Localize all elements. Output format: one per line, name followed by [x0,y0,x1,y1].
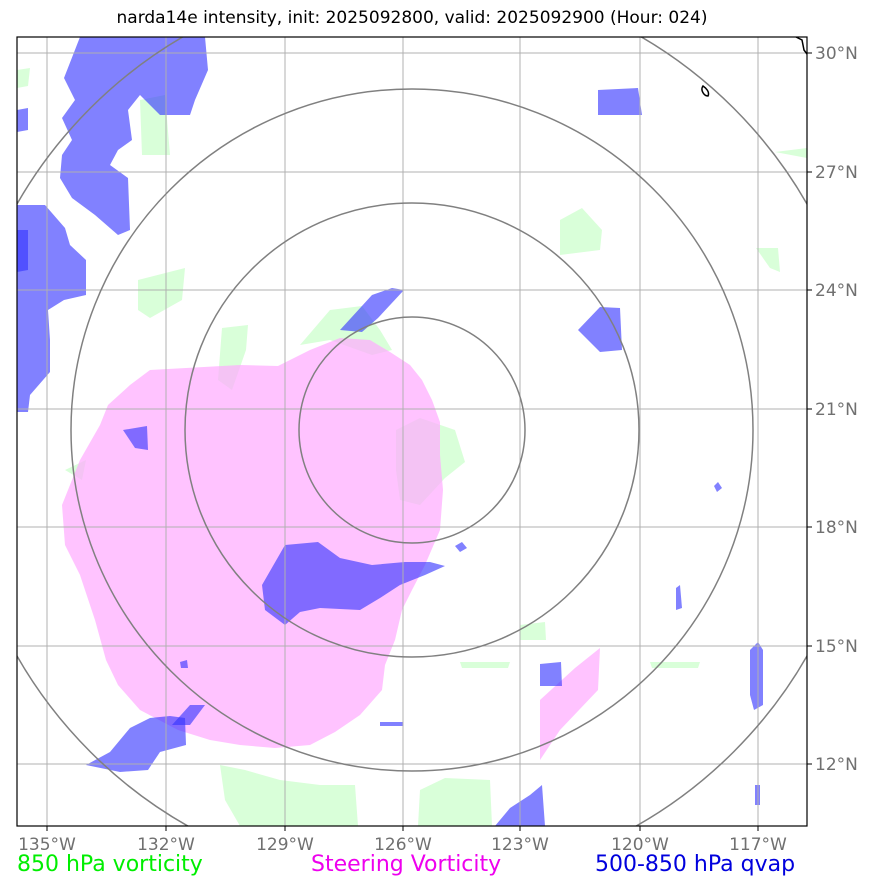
steering-vorticity-region [62,338,443,748]
qvap-region [86,716,186,772]
legend-steering-vorticity: Steering Vorticity [311,852,502,877]
lat-tick-label: 24°N [815,281,858,301]
map-title: narda14e intensity, init: 2025092800, va… [116,8,708,28]
qvap-region [262,542,445,625]
qvap-region [17,205,86,412]
vorticity-850-patch [560,208,602,255]
qvap-region [17,108,28,132]
qvap-region [714,482,722,492]
lat-tick-label: 12°N [815,755,858,775]
map-frame [16,36,808,827]
contour-lines [701,37,807,97]
lat-tick-label: 27°N [815,163,858,183]
vorticity-850-patch [460,662,510,668]
qvap-region [455,542,467,552]
legend-qvap: 500-850 hPa qvap [595,852,796,877]
vorticity-850-patch [17,68,30,88]
lon-tick-label: 129°W [256,835,314,855]
steering-vorticity-region [540,648,600,760]
qvap-region [380,722,403,726]
lon-tick-label: 126°W [374,835,432,855]
qvap-region [340,288,404,332]
vorticity-850-patch [650,662,700,668]
lat-tick-label: 18°N [815,518,858,538]
qvap-region [540,662,562,686]
vorticity-850-patch [520,622,546,640]
qvap-region [578,307,622,352]
vorticity-850-patch [220,765,358,826]
qvap-region [750,642,763,710]
range-ring [70,88,754,772]
vorticity-850-patch [756,248,780,272]
lon-tick-label: 132°W [137,835,195,855]
legend-850-vorticity: 850 hPa vorticity [17,852,203,877]
qvap-region [17,230,28,272]
steering-vorticity-layer [62,338,600,760]
range-ring [298,316,526,544]
qvap-region [180,660,188,668]
range-ring [184,202,640,658]
vorticity-850-patch [418,778,492,826]
vorticity-850-patch [138,268,185,318]
lon-tick-label: 135°W [18,835,76,855]
lat-tick-label: 21°N [815,400,858,420]
lat-tick-label: 15°N [815,637,858,657]
qvap-region [123,426,148,450]
qvap-region [676,585,682,610]
longitude-labels: 135°W 132°W 129°W 126°W 123°W 120°W 117°… [18,835,787,855]
lon-tick-label: 123°W [491,835,549,855]
lon-tick-label: 117°W [729,835,787,855]
latitude-labels: 30°N 27°N 24°N 21°N 18°N 15°N 12°N [815,44,858,775]
vorticity-850-patch [775,148,807,158]
lat-tick-label: 30°N [815,44,858,64]
lon-tick-label: 120°W [611,835,669,855]
qvap-region [60,37,208,235]
qvap-layer [17,37,763,826]
qvap-region [598,88,642,115]
qvap-region [172,705,205,725]
